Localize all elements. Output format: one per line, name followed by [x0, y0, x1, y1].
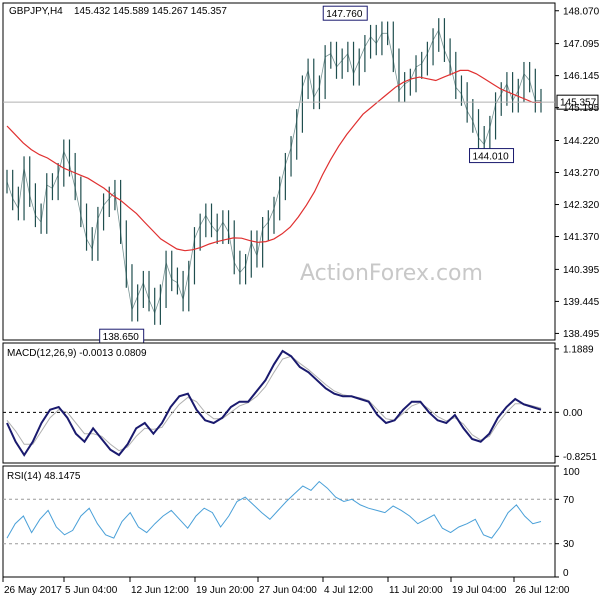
price-annotation-label: 144.010 [473, 152, 510, 163]
price-y-tick-label: 144.220 [563, 136, 600, 147]
x-tick-label: 19 Jun 20:00 [196, 585, 254, 596]
price-y-tick-label: 146.145 [563, 71, 600, 82]
price-marks [6, 18, 542, 325]
x-axis: 26 May 2017 5 Jun 04:00 12 Jun 12:00 19 Jun… [2, 577, 570, 596]
price-y-axis: 148.070 147.095 146.145 145.195 144.220 143.2… [555, 6, 600, 340]
macd-y-tick-label: 0.00 [563, 408, 583, 419]
macd-label: MACD(12,26,9) -0.0013 0.0809 [7, 348, 147, 359]
rsi-marks [3, 480, 555, 545]
price-annotation-label: 147.760 [326, 9, 363, 20]
symbol-label: GBPJPY,H4 [9, 6, 63, 17]
price-y-tick-label: 148.070 [563, 6, 600, 17]
rsi-label: RSI(14) 48.1475 [7, 471, 81, 482]
price-panel-frame [2, 2, 556, 341]
macd-marks [3, 349, 555, 457]
rsi-y-tick-label: 100 [563, 467, 580, 478]
price-y-tick-label: 145.195 [563, 103, 600, 114]
price-y-tick-label: 141.370 [563, 232, 600, 243]
x-tick-label: 5 Jun 04:00 [65, 585, 118, 596]
x-tick-label: 12 Jun 12:00 [131, 585, 189, 596]
rsi-y-tick-label: 70 [563, 495, 575, 506]
current-price-label: 145.357 [560, 98, 597, 109]
price-annotations: 145.357 147.760 144.010 138.650 [3, 5, 599, 344]
moving-average-marks [6, 69, 541, 252]
moving-average-line [6, 69, 541, 252]
price-line [6, 28, 541, 315]
watermark: ActionForex.com [300, 261, 483, 286]
rsi-y-tick-label: 30 [563, 539, 575, 550]
ohlc-readout: 145.432 145.589 145.267 145.357 [74, 6, 227, 17]
price-annotation-box [322, 5, 368, 21]
rsi-panel-frame [2, 465, 556, 578]
macd-y-axis: 1.1889 0.00 -0.8251 [555, 344, 597, 463]
rsi-y-tick-label: 0 [563, 568, 569, 579]
rsi-y-axis: 100 70 30 0 [555, 465, 580, 579]
current-price-box [556, 94, 599, 110]
macd-y-tick-label: -0.8251 [563, 452, 597, 463]
x-tick-label: 4 Jul 12:00 [324, 585, 373, 596]
rsi-line [6, 480, 542, 539]
price-y-tick-label: 143.270 [563, 168, 600, 179]
x-tick-label: 27 Jun 04:00 [259, 585, 317, 596]
macd-panel-frame [2, 342, 556, 464]
price-annotation-label: 138.650 [103, 332, 140, 343]
price-y-tick-label: 147.095 [563, 39, 600, 50]
macd-y-tick-label: 1.1889 [563, 344, 594, 355]
price-y-tick-label: 142.320 [563, 200, 600, 211]
macd-line [6, 349, 542, 457]
x-tick-label: 19 Jul 04:00 [452, 585, 507, 596]
price-y-tick-label: 138.495 [563, 329, 600, 340]
x-tick-label: 26 May 2017 [4, 585, 62, 596]
price-y-tick-label: 140.395 [563, 265, 600, 276]
price-annotation-box [469, 148, 515, 164]
price-y-tick-label: 139.445 [563, 297, 600, 308]
x-tick-label: 26 Jul 12:00 [515, 585, 570, 596]
x-tick-label: 11 Jul 20:00 [389, 585, 443, 596]
